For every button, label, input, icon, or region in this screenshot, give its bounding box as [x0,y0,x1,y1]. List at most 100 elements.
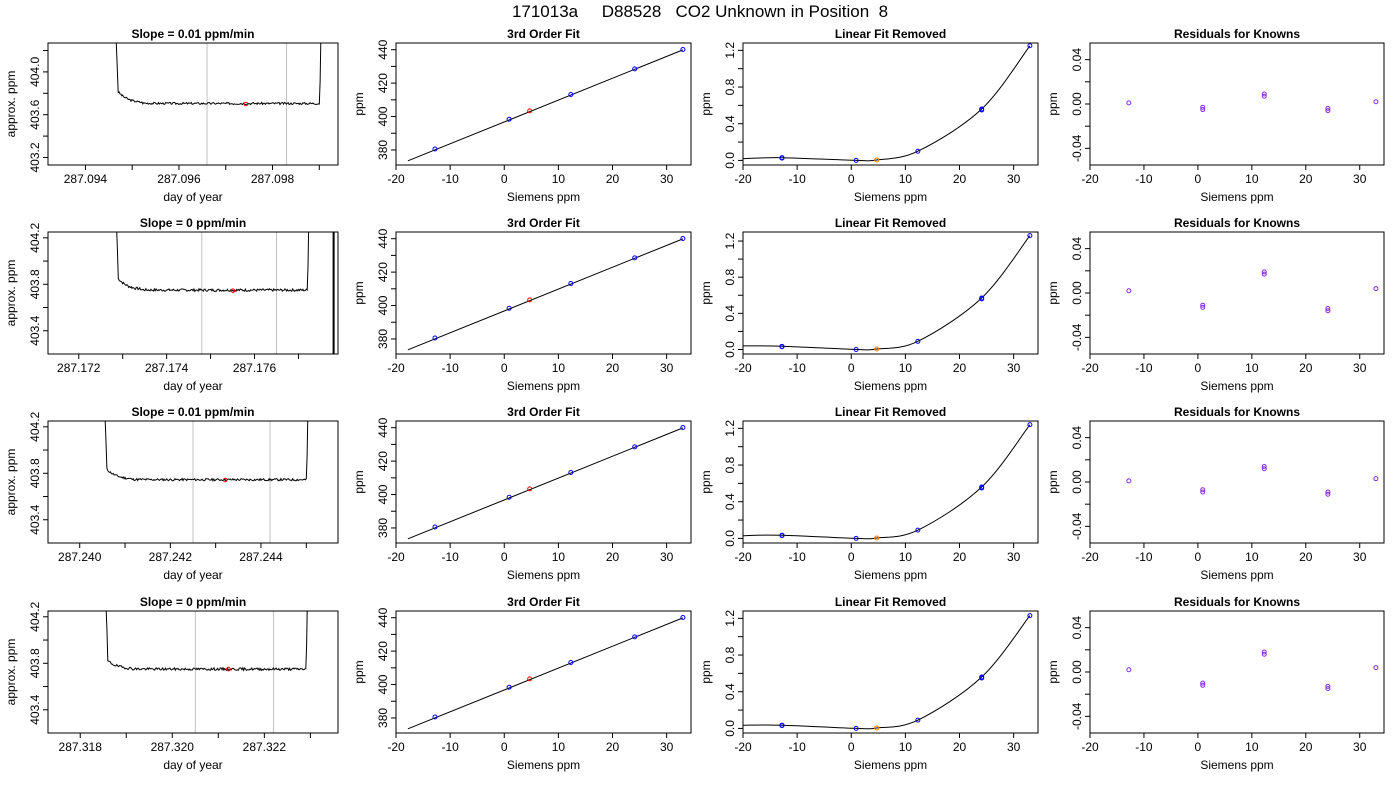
data-point [779,344,785,350]
fit-line [407,238,684,351]
y-tick-label: 380 [376,140,390,160]
panel-title: 3rd Order Fit [507,216,580,230]
y-tick-label: 0.4 [723,683,737,700]
data-point [915,527,921,533]
cubic-fit-curve [743,235,1031,351]
cubic-fit-curve [743,45,1031,162]
data-point [632,634,638,640]
data-point [527,676,533,682]
data-point [506,684,512,690]
x-tick-label: -20 [387,550,405,564]
x-tick-label: 20 [1299,550,1313,564]
panel-title: Residuals for Knowns [1174,27,1300,41]
panel-title: Residuals for Knowns [1174,405,1300,419]
data-point [1126,100,1132,106]
data-point [432,146,438,152]
plot-area [1126,463,1379,497]
data-point [779,533,785,539]
x-tick-label: -20 [734,361,752,375]
y-axis-label: ppm [352,92,366,115]
fit-line [407,427,684,540]
x-tick-label: -20 [387,361,405,375]
data-point [979,107,985,113]
x-tick-label: -20 [387,172,405,186]
x-axis-label: Siemens ppm [507,379,580,393]
y-tick-label: 403.4 [28,504,42,534]
panel-r1-c3: Linear Fit Removed -20 -10 0 10 20 30 0.0 0.4 0.8… [699,27,1039,204]
x-tick-label: 287.322 [243,740,287,754]
x-tick-label: 30 [660,740,674,754]
x-tick-label: -10 [1135,740,1153,754]
plot-frame [395,42,692,166]
sample-marker [226,666,231,672]
x-tick-label: -20 [1081,172,1099,186]
data-point [432,335,438,341]
data-point [1261,91,1267,97]
x-tick-label: 0 [501,740,508,754]
y-axis-label: ppm [352,660,366,683]
plot-area [1126,269,1379,314]
plot-area [407,47,686,162]
y-tick-label: 403.6 [28,99,42,129]
panel-title: Slope = 0.01 ppm/min [131,27,254,41]
x-tick-label: 30 [660,361,674,375]
y-axis-label: ppm [699,470,713,493]
x-tick-label: 30 [660,172,674,186]
x-tick-label: 0 [848,172,855,186]
plot-frame [1089,42,1385,166]
y-tick-label: 403.4 [28,315,42,345]
y-tick-label: 403.8 [28,458,42,488]
y-tick-label: -0.04 [1070,134,1084,162]
data-point [1261,271,1267,277]
y-tick-label: 0.04 [1070,237,1084,261]
x-tick-label: 0 [848,361,855,375]
plot-area [743,233,1033,352]
y-tick-label: 0.0 [723,152,737,169]
data-point [1325,491,1331,497]
data-point [1325,108,1331,114]
data-point [1373,99,1379,105]
sample-marker [222,477,228,483]
y-tick-label: 1.2 [723,420,737,437]
x-tick-label: 10 [899,740,913,754]
panel-title: 3rd Order Fit [507,405,580,419]
x-tick-label: 20 [606,550,620,564]
x-tick-label: 287.176 [233,361,277,375]
panel-r4-c2: 3rd Order Fit -20 -10 0 10 20 30 380 400 420 440 Si… [352,595,692,772]
plot-frame [395,420,692,544]
x-tick-label: 287.320 [151,740,195,754]
plot-frame [395,231,692,355]
data-point [632,255,638,261]
fit-line [407,617,684,730]
panel-r2-c1: Slope = 0 ppm/min 287.172 287.174 287.176 40… [4,216,339,393]
plot-frame [1089,420,1385,544]
data-point [853,346,859,352]
y-tick-label: 400 [376,295,390,315]
x-tick-label: -10 [1135,361,1153,375]
y-axis-label: ppm [352,470,366,493]
x-tick-label: 287.242 [149,550,193,564]
data-point [432,524,438,530]
x-tick-label: -20 [387,740,405,754]
data-point [1373,286,1379,292]
data-point [874,725,880,731]
y-tick-label: 0.4 [723,305,737,322]
x-tick-label: 10 [552,172,566,186]
panel-r3-c3: Linear Fit Removed -20 -10 0 10 20 30 0.0 0.4 0.8… [699,405,1039,582]
data-point [1325,683,1331,689]
data-point [1027,422,1033,428]
data-point [1325,686,1331,692]
data-point [979,485,985,491]
panel-title: 3rd Order Fit [507,27,580,41]
panel-r4-c4: Residuals for Knowns -20 -10 0 10 20 30 -0.04 0.… [1046,595,1385,772]
data-point [915,148,921,154]
data-point [1261,649,1267,655]
panel-title: Linear Fit Removed [835,216,946,230]
y-tick-label: 404.2 [28,222,42,252]
x-tick-label: 30 [660,550,674,564]
panel-r3-c4: Residuals for Knowns -20 -10 0 10 20 30 -0.04 0.… [1046,405,1385,582]
y-tick-label: 0.4 [723,115,737,132]
panel-title: 3rd Order Fit [507,595,580,609]
data-point [1200,489,1206,495]
y-tick-label: 0.04 [1070,426,1084,450]
